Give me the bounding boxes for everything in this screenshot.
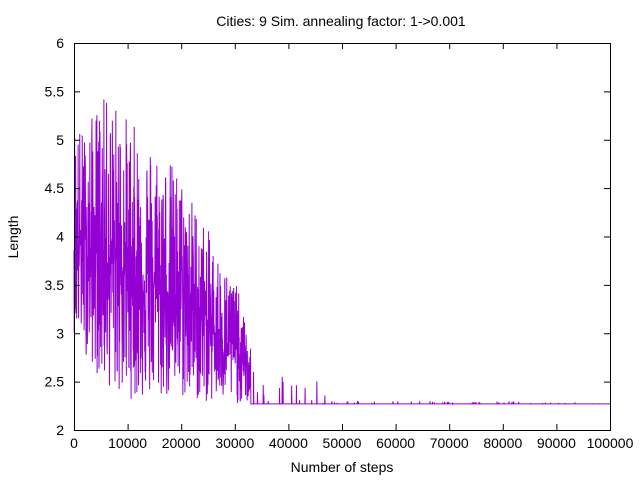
y-tick-label: 2 bbox=[56, 422, 64, 438]
y-tick-label: 4.5 bbox=[45, 180, 65, 196]
chart-title: Cities: 9 Sim. annealing factor: 1->0.00… bbox=[216, 13, 466, 29]
y-tick-label: 5 bbox=[56, 132, 64, 148]
x-tick-label: 10000 bbox=[108, 435, 147, 451]
x-tick-label: 0 bbox=[70, 435, 78, 451]
tick-layer: 0 10000 20000 30000 40000 50000 60000 70000 8000… bbox=[45, 35, 634, 451]
x-tick-label: 40000 bbox=[269, 435, 308, 451]
y-tick-label: 5.5 bbox=[45, 83, 65, 99]
x-tick-label: 60000 bbox=[376, 435, 415, 451]
series-line bbox=[73, 99, 610, 406]
x-tick-label: 100000 bbox=[587, 435, 634, 451]
y-tick-label: 3 bbox=[56, 325, 64, 341]
y-tick-label: 2.5 bbox=[45, 374, 65, 390]
y-tick-label: 6 bbox=[56, 35, 64, 51]
x-axis-label: Number of steps bbox=[291, 459, 394, 475]
y-tick-label: 3.5 bbox=[45, 277, 65, 293]
x-tick-label: 50000 bbox=[323, 435, 362, 451]
x-tick-label: 80000 bbox=[483, 435, 522, 451]
x-tick-label: 70000 bbox=[430, 435, 469, 451]
series-layer bbox=[73, 99, 610, 406]
x-tick-label: 20000 bbox=[162, 435, 201, 451]
x-tick-label: 90000 bbox=[537, 435, 576, 451]
y-tick-label: 4 bbox=[56, 229, 64, 245]
x-tick-label: 30000 bbox=[215, 435, 254, 451]
y-axis-label: Length bbox=[5, 216, 21, 259]
